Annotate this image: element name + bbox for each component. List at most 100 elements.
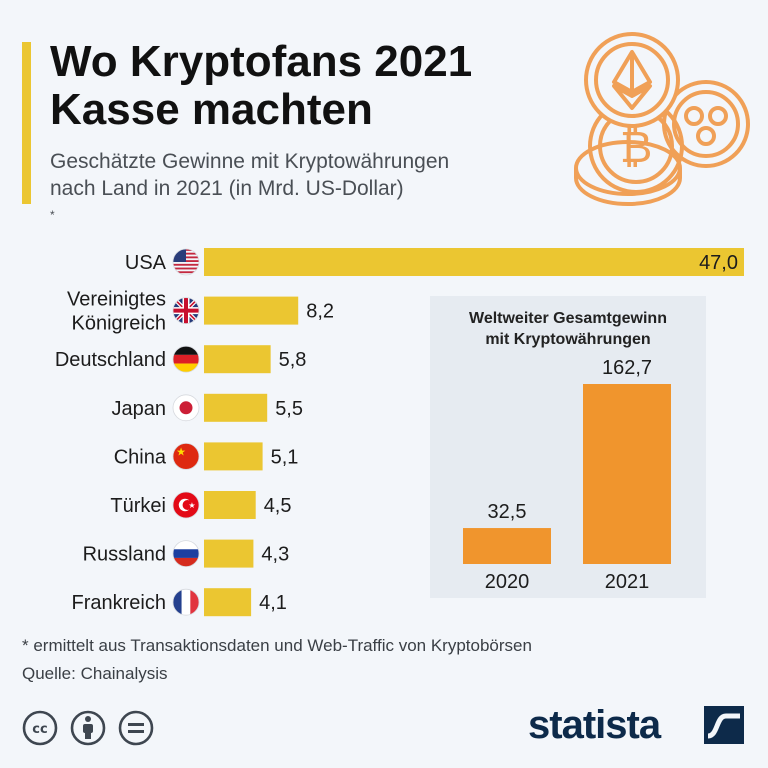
- tr-moon-cut: [182, 500, 193, 510]
- flag-ring: [172, 297, 200, 324]
- value-label: 5,8: [279, 349, 307, 371]
- global-total-panel: 32,5 2020 162,7 2021 Weltweiter Gesamtgewin…: [430, 296, 706, 598]
- jp-sun: [179, 401, 193, 415]
- bar-row: 4,5 ★ Türkei: [110, 491, 292, 519]
- bar-row: 5,5 Japan: [112, 393, 303, 422]
- cn-star: ★: [176, 445, 186, 458]
- russia-flag-icon: [173, 540, 199, 567]
- ru-blue: [173, 549, 199, 558]
- flag-ring: [172, 540, 200, 568]
- value-label: 5,1: [271, 446, 299, 468]
- value-label: 4,5: [264, 495, 292, 517]
- by-icon: [70, 710, 106, 746]
- uk-cross-red: [173, 297, 199, 324]
- inset-title: Weltweiter Gesamtgewinn mit Kryptowährun…: [430, 308, 706, 350]
- turkey-flag-icon: ★: [173, 492, 199, 518]
- category-label: Deutschland: [55, 349, 166, 371]
- coin-stack-edge: [574, 168, 682, 206]
- us-stripe: [173, 263, 199, 266]
- de-gold: [173, 363, 199, 373]
- inset-bar-group: 162,7 2021: [583, 357, 671, 593]
- cc-icon: [22, 710, 58, 746]
- fr-blue: [173, 589, 182, 616]
- fr-red: [190, 589, 199, 616]
- bar: [204, 491, 256, 519]
- inset-category-label: 2021: [605, 571, 650, 593]
- flag-ring: [172, 394, 200, 422]
- flag-ring: [172, 442, 200, 470]
- bitcoin-symbol-icon: ₿: [620, 122, 653, 173]
- inset-value-label: 32,5: [488, 501, 527, 523]
- global-total-chart: 32,5 2020 162,7 2021: [463, 357, 671, 593]
- value-label: 4,1: [259, 592, 287, 614]
- bar: [204, 393, 268, 422]
- cn-field: [173, 443, 199, 470]
- bar-row: 4,3 Russland: [83, 539, 289, 568]
- value-label: 8,2: [306, 301, 334, 323]
- category-label: Königreich: [71, 313, 166, 335]
- by-body: [83, 724, 93, 733]
- fr-white: [181, 589, 191, 616]
- category-label: Vereinigtes: [67, 289, 166, 311]
- by-head: [85, 716, 91, 722]
- ru-white: [173, 540, 199, 550]
- flag-ring: [172, 491, 200, 519]
- us-stripe: [173, 267, 199, 270]
- inset-title-line-2: mit Kryptowährungen: [485, 331, 651, 348]
- inset-bar: [583, 384, 671, 564]
- subtitle-line-2: nach Land in 2021 (in Mrd. US-Dollar): [50, 177, 404, 200]
- de-black: [173, 346, 199, 355]
- ethereum-coin-inner: [594, 42, 670, 118]
- nd-icon: [118, 710, 154, 746]
- ripple-coin-inner: [672, 90, 740, 158]
- by-legs: [85, 733, 91, 739]
- inset-bar: [463, 528, 551, 564]
- bar: [204, 345, 271, 374]
- us-stripe: [173, 271, 199, 274]
- bar-row: 5,8 Deutschland: [55, 345, 307, 374]
- footnote: * ermittelt aus Transaktionsdaten und We…: [22, 636, 532, 655]
- france-flag-icon: [173, 589, 199, 616]
- bar-row: 4,1 Frankreich: [72, 588, 287, 617]
- category-label: Türkei: [110, 495, 166, 517]
- japan-flag-icon: [173, 394, 199, 421]
- subtitle-line-1: Geschätzte Gewinne mit Kryptowährungen: [50, 150, 450, 173]
- license-icons: cc: [22, 710, 154, 746]
- bar: [204, 588, 252, 617]
- source-note: Quelle: Chainalysis: [22, 664, 168, 683]
- logo-wave: [707, 713, 740, 739]
- flag-ring: [172, 248, 200, 276]
- germany-flag-icon: [173, 346, 199, 373]
- tr-star: ★: [188, 501, 195, 510]
- value-label: 4,3: [261, 544, 289, 566]
- value-label: 5,5: [275, 398, 303, 420]
- cc-mark: cc: [32, 722, 47, 737]
- bar: [204, 248, 744, 276]
- nd-bar-1: [128, 723, 144, 726]
- statista-wordmark: statista: [528, 703, 661, 747]
- bar: [204, 539, 254, 568]
- ru-red: [173, 557, 199, 567]
- flag-ring: [172, 345, 200, 373]
- subtitle-line-2-wrap: nach Land in 2021 (in Mrd. US-Dollar) *: [50, 175, 449, 234]
- inset-category-label: 2020: [485, 571, 530, 593]
- ripple-node-1: [684, 106, 704, 126]
- bar: [204, 442, 263, 471]
- chart-title: Wo Kryptofans 2021 Kasse machten: [50, 38, 472, 134]
- category-label: Russland: [83, 544, 166, 566]
- flag-ring: [172, 588, 200, 616]
- chart-subtitle: Geschätzte Gewinne mit Kryptowährungen n…: [50, 148, 449, 234]
- ripple-node-3: [696, 126, 716, 146]
- ethereum-symbol-icon: [612, 50, 652, 110]
- bar-row: 47,0 USA: [125, 248, 744, 276]
- inset-value-label: 162,7: [602, 357, 652, 379]
- value-label: 47,0: [699, 252, 738, 274]
- title-line-2: Kasse machten: [50, 85, 373, 134]
- ripple-coin-icon: [662, 80, 750, 168]
- category-label: Frankreich: [72, 592, 166, 614]
- category-label: USA: [125, 252, 167, 274]
- title-line-1: Wo Kryptofans 2021: [50, 37, 473, 86]
- de-red: [173, 354, 199, 364]
- logo-square: [704, 706, 744, 744]
